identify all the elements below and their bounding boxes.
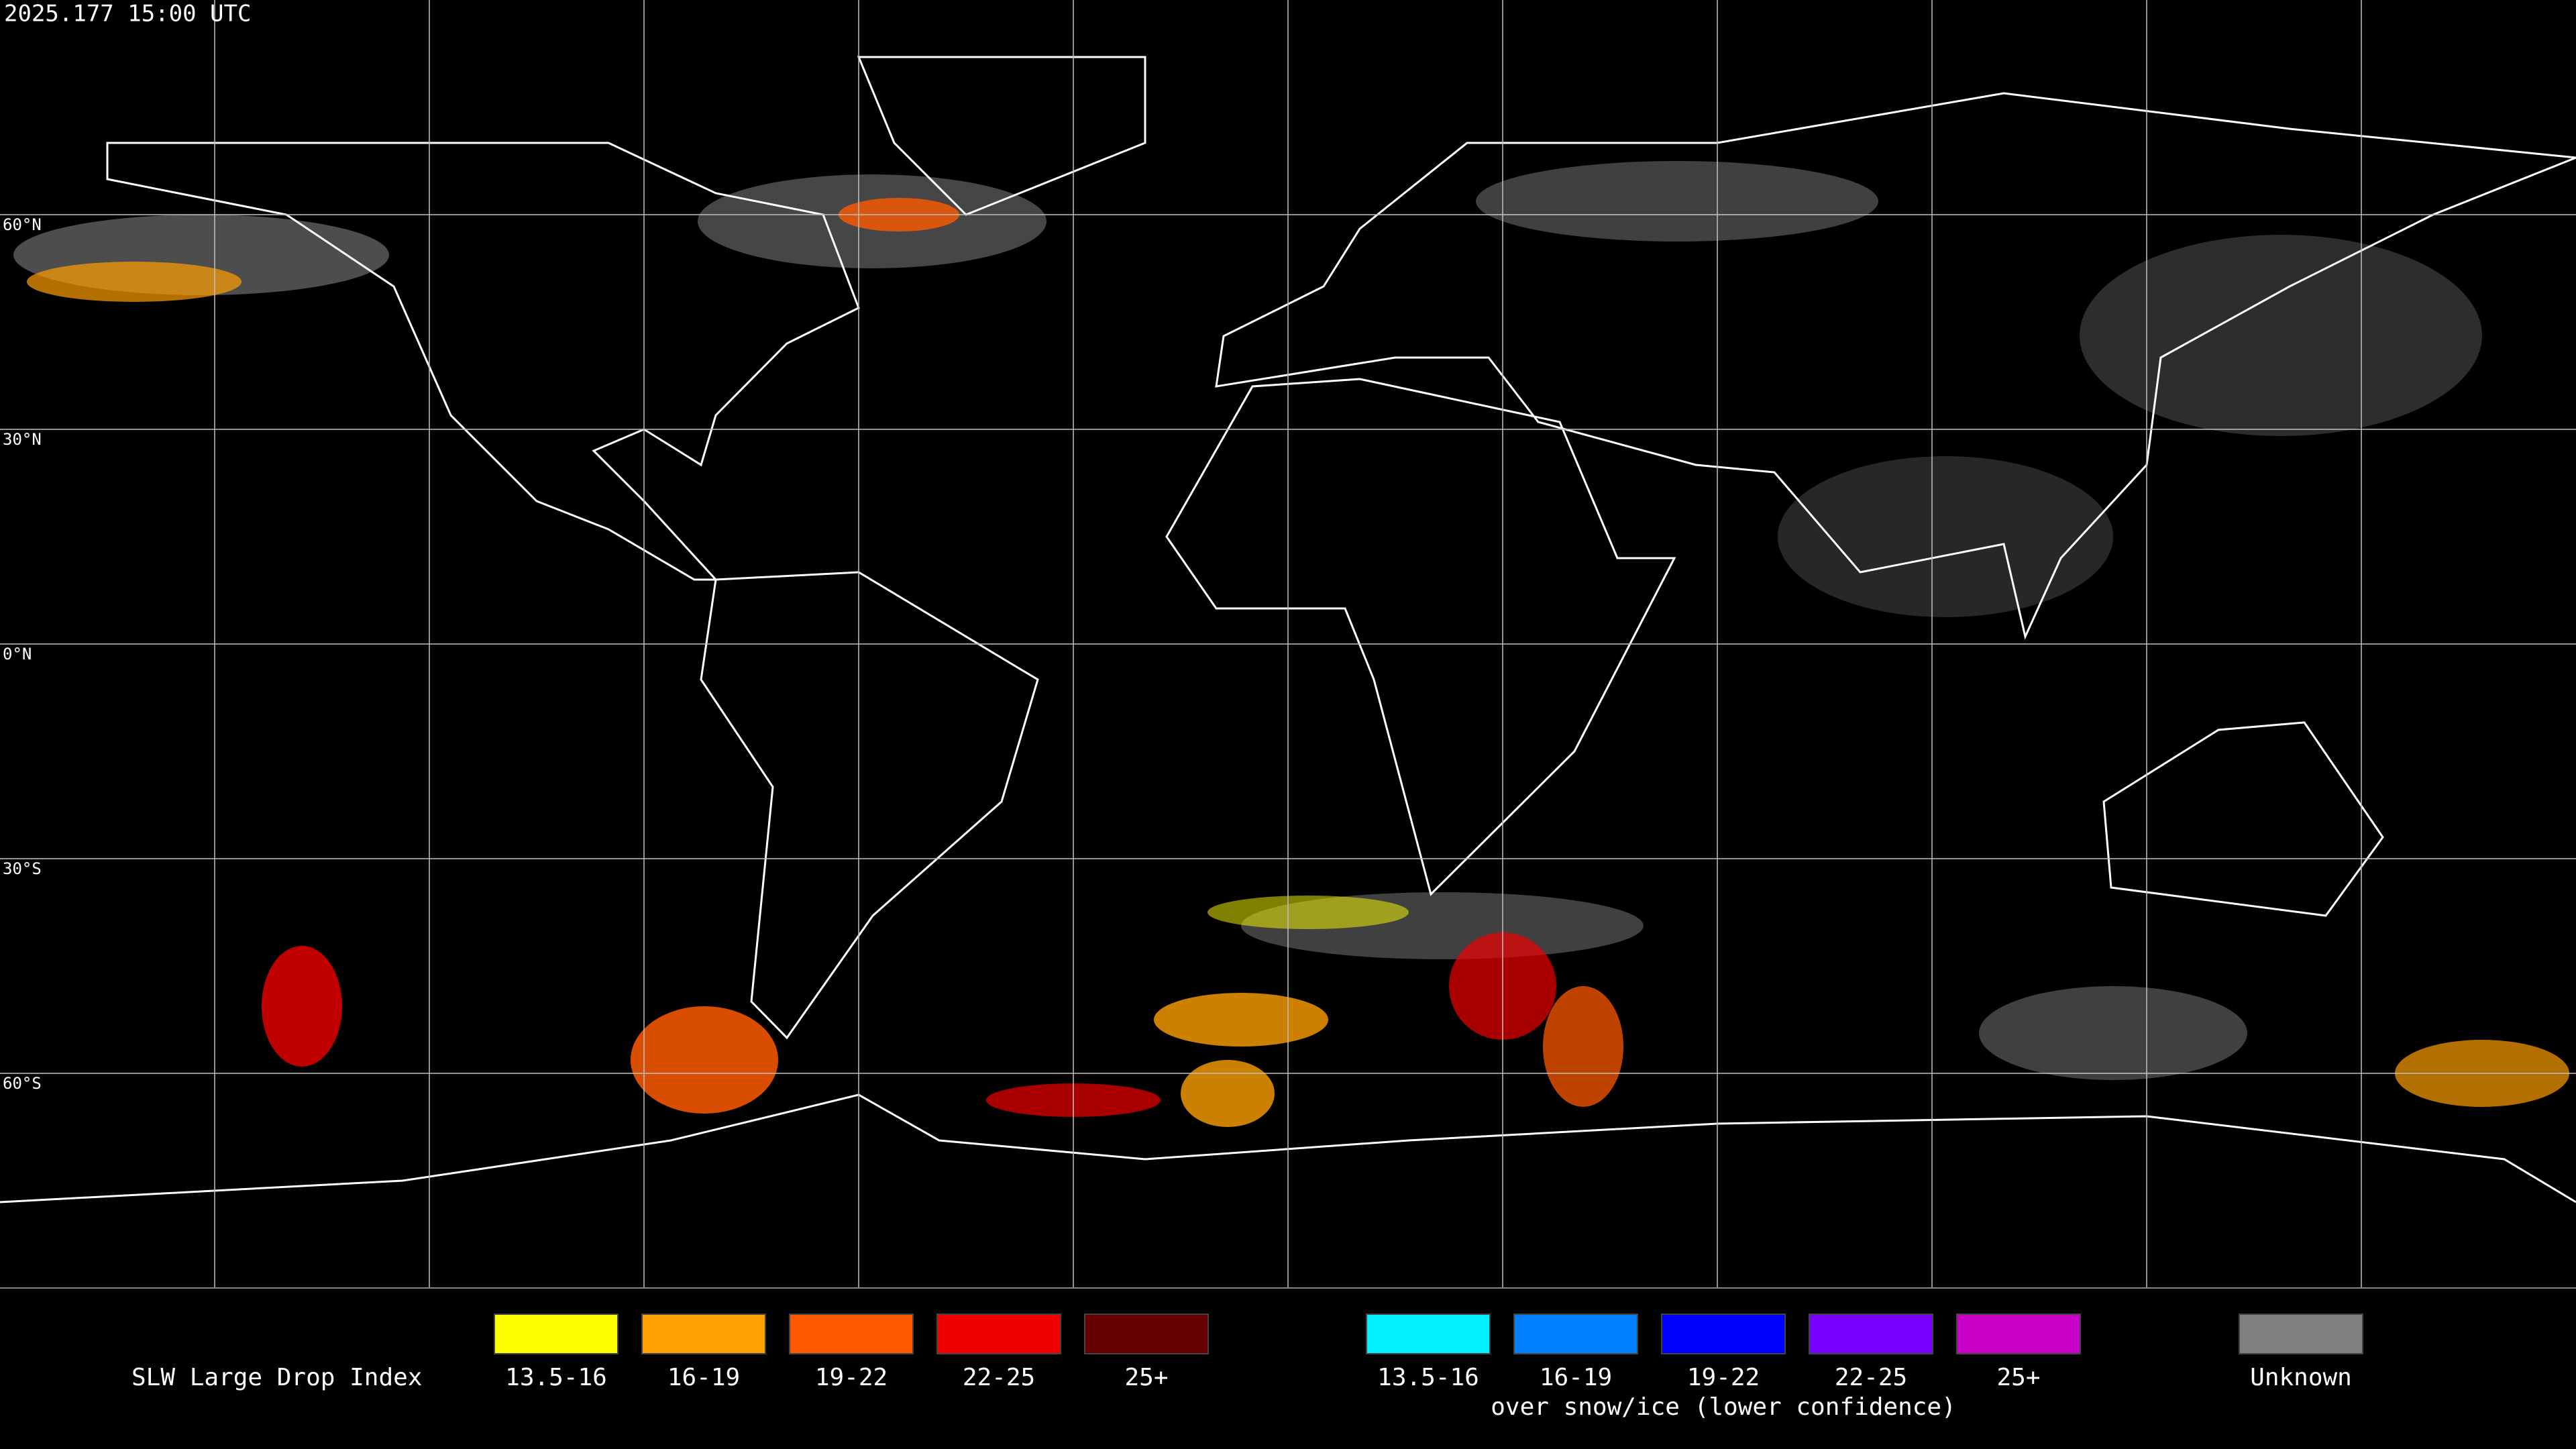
legend: SLW Large Drop Index 13.5-16 16-19 19-22 22… bbox=[131, 1313, 2363, 1421]
timestamp: 2025.177 15:00 UTC bbox=[4, 1, 251, 28]
coastline bbox=[0, 1093, 2576, 1203]
coastline bbox=[2102, 721, 2384, 917]
cloud-field bbox=[13, 161, 2569, 1127]
legend-label: 22-25 bbox=[1835, 1364, 1907, 1391]
coastline bbox=[1215, 92, 2576, 640]
cloud-unknown bbox=[2080, 235, 2482, 436]
legend-label: 22-25 bbox=[963, 1364, 1035, 1391]
cloud-slw bbox=[262, 946, 342, 1067]
latitude-label: 0°N bbox=[3, 645, 32, 663]
cloud-slw bbox=[631, 1006, 778, 1114]
latitude-label: 30°S bbox=[3, 859, 42, 878]
latitude-label: 60°N bbox=[3, 215, 42, 234]
cloud-slw bbox=[1154, 993, 1328, 1046]
legend-note: over snow/ice (lower confidence) bbox=[1491, 1393, 1956, 1421]
legend-title: SLW Large Drop Index bbox=[131, 1364, 422, 1391]
coastline bbox=[700, 571, 1039, 1040]
cloud-slw bbox=[1543, 986, 1623, 1107]
legend-label: 16-19 bbox=[1540, 1364, 1612, 1391]
cloud-unknown bbox=[1778, 456, 2113, 617]
cloud-slw bbox=[1208, 896, 1409, 929]
legend-swatch bbox=[789, 1313, 914, 1354]
legend-swatch bbox=[1956, 1313, 2081, 1354]
legend-label: 19-22 bbox=[815, 1364, 888, 1391]
legend-swatch bbox=[1513, 1313, 1638, 1354]
latitude-label: 30°N bbox=[3, 430, 42, 449]
legend-swatch bbox=[494, 1313, 619, 1354]
legend-swatch bbox=[936, 1313, 1061, 1354]
legend-label: 25+ bbox=[1124, 1364, 1168, 1391]
legend-label: Unknown bbox=[2250, 1364, 2352, 1391]
legend-label: 25+ bbox=[1996, 1364, 2040, 1391]
legend-label: 13.5-16 bbox=[1377, 1364, 1479, 1391]
legend-label: 13.5-16 bbox=[505, 1364, 607, 1391]
legend-swatch bbox=[2239, 1313, 2363, 1354]
legend-swatch bbox=[1661, 1313, 1786, 1354]
legend-swatch bbox=[641, 1313, 766, 1354]
legend-label: 19-22 bbox=[1687, 1364, 1760, 1391]
latitude-label: 60°S bbox=[3, 1074, 42, 1093]
legend-swatch bbox=[1809, 1313, 1933, 1354]
legend-swatch bbox=[1084, 1313, 1209, 1354]
cloud-unknown bbox=[1979, 986, 2247, 1080]
cloud-slw bbox=[1181, 1060, 1275, 1127]
cloud-slw bbox=[27, 262, 241, 302]
graticule: 60°N 30°N 0°N 30°S 60°S bbox=[0, 0, 2576, 1289]
legend-swatch bbox=[1366, 1313, 1491, 1354]
cloud-unknown bbox=[1476, 161, 1878, 241]
coastline bbox=[1165, 378, 1676, 896]
legend-label: 16-19 bbox=[667, 1364, 740, 1391]
coastline bbox=[857, 56, 1146, 216]
